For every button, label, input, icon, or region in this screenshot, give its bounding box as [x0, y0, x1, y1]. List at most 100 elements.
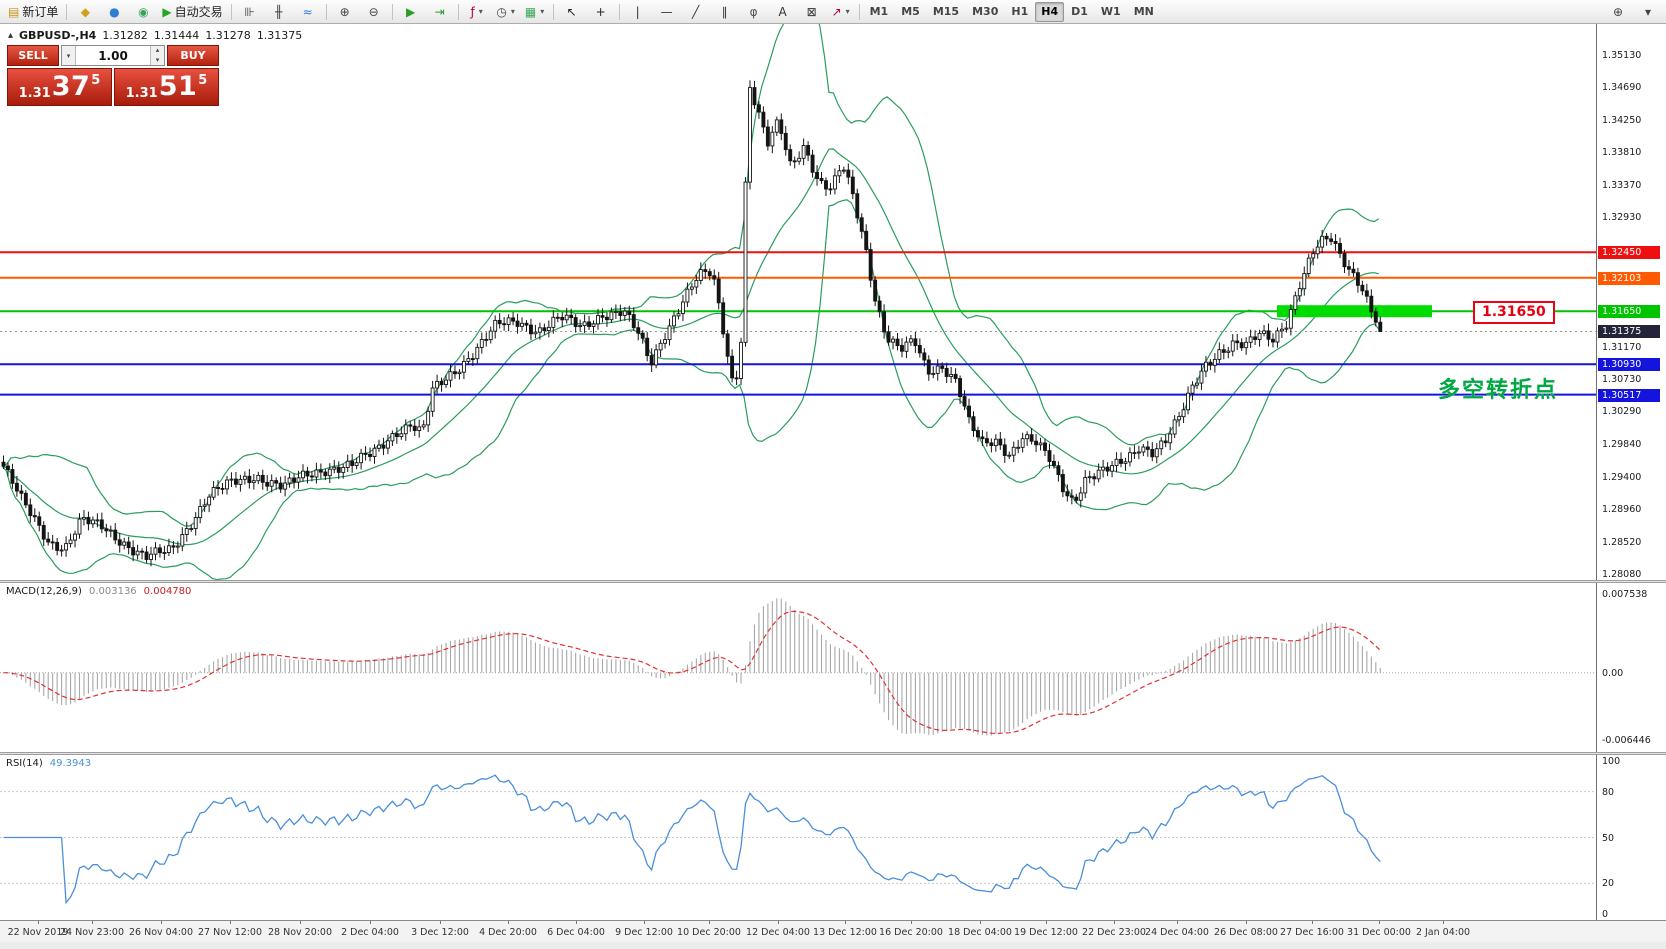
- line-chart-button[interactable]: ≈: [294, 1, 322, 23]
- timeframe-mn-button[interactable]: MN: [1133, 5, 1154, 18]
- buy-price-figure: 1.31: [125, 86, 158, 101]
- price-axis-label: 1.33810: [1602, 147, 1642, 159]
- time-axis-tick: [300, 921, 301, 924]
- timeframe-m5-button[interactable]: M5: [901, 5, 920, 18]
- macd-axis-label: -0.006446: [1602, 735, 1651, 747]
- periods-button[interactable]: ◷ ▾: [492, 1, 520, 23]
- time-axis-tick: [1046, 921, 1047, 924]
- candlestick-chart-button[interactable]: ╫: [265, 1, 293, 23]
- price-axis-label: 1.34250: [1602, 114, 1642, 126]
- volume-spin-up-button[interactable]: ▴: [151, 46, 164, 56]
- metaeditor-button[interactable]: ◆: [71, 1, 99, 23]
- community-button[interactable]: ◉: [129, 1, 157, 23]
- timeframe-d1-button[interactable]: D1: [1071, 5, 1088, 18]
- periods-icon: ◷: [496, 4, 507, 19]
- chart-shift-button[interactable]: ⇥: [426, 1, 454, 23]
- text-button[interactable]: A: [769, 1, 797, 23]
- timeframe-h1-button[interactable]: H1: [1011, 5, 1029, 18]
- price-tag-1.31650: 1.31650: [1598, 305, 1660, 319]
- arrows-button[interactable]: ↗ ▾: [827, 1, 855, 23]
- price-chart-panel[interactable]: ▴ GBPUSD-,H4 1.31282 1.31444 1.31278 1.3…: [0, 24, 1596, 580]
- channel-button[interactable]: ∥: [711, 1, 739, 23]
- autotrading-button[interactable]: ▶ 自动交易: [158, 1, 226, 23]
- timeframe-w1-button[interactable]: W1: [1100, 5, 1121, 18]
- crosshair-button[interactable]: +: [587, 1, 615, 23]
- macd-panel[interactable]: MACD(12,26,9) 0.003136 0.004780: [0, 583, 1596, 752]
- rsi-axis-label: 0: [1602, 909, 1609, 920]
- fibonacci-button[interactable]: φ: [740, 1, 768, 23]
- time-axis-label: 22 Nov 2019: [7, 927, 69, 938]
- timeframe-m30-button[interactable]: M30: [972, 5, 999, 18]
- zoom-out-icon: ⊖: [368, 4, 379, 19]
- toolbar-right-group: ⊕ ▾: [1604, 1, 1662, 23]
- time-axis-tick: [38, 921, 39, 924]
- zoom-search-button[interactable]: ⊕: [1604, 1, 1632, 23]
- time-axis-tick: [845, 921, 846, 924]
- cursor-button[interactable]: ↖: [558, 1, 586, 23]
- text-label-button[interactable]: ⊠: [798, 1, 826, 23]
- templates-icon: ▦: [524, 4, 537, 19]
- arrows-button-dropdown-icon: ▾: [845, 7, 850, 16]
- price-axis[interactable]: 1.35130 1.34690 1.34250 1.33810 1.33370 1.329…: [1596, 24, 1666, 920]
- zoom-in-button[interactable]: ⊕: [331, 1, 359, 23]
- arrows-icon: ↗: [831, 4, 842, 19]
- panel-splitter[interactable]: [0, 580, 1666, 583]
- candles-group: [1, 80, 1383, 567]
- sell-price-button[interactable]: 1.31 37 5: [7, 68, 112, 106]
- horizontal-line-button[interactable]: —: [653, 1, 681, 23]
- metaeditor-icon: ◆: [80, 4, 90, 19]
- panel-splitter[interactable]: [0, 752, 1666, 755]
- timeframe-m1-button[interactable]: M1: [869, 5, 889, 18]
- indicators-button[interactable]: ƒ ▾: [463, 1, 491, 23]
- autotrading-icon: ▶: [162, 4, 172, 19]
- one-click-toggle-icon[interactable]: ▴: [8, 30, 14, 41]
- community-icon: ◉: [138, 4, 149, 19]
- toolbar-separator: [66, 3, 68, 20]
- rsi-axis-label: 100: [1602, 756, 1621, 767]
- price-chart-canvas[interactable]: [0, 24, 1596, 580]
- cursor-icon: ↖: [566, 4, 577, 19]
- time-axis-tick: [508, 921, 509, 924]
- time-axis-label: 19 Dec 12:00: [1014, 927, 1078, 938]
- zoom-out-button[interactable]: ⊖: [360, 1, 388, 23]
- market-button[interactable]: ●: [100, 1, 128, 23]
- timeframe-m15-button[interactable]: M15: [932, 5, 960, 18]
- rsi-panel[interactable]: RSI(14) 49.3943: [0, 755, 1596, 920]
- volume-decrease-button[interactable]: ▾: [62, 46, 76, 65]
- price-level-callout[interactable]: 1.31650: [1473, 301, 1555, 325]
- time-axis-tick: [370, 921, 371, 924]
- new-order-button[interactable]: ▤ 新订单: [4, 1, 62, 23]
- vertical-line-icon: |: [635, 4, 640, 19]
- toolbar-overflow-button[interactable]: ▾: [1634, 1, 1662, 23]
- time-axis-label: 26 Dec 08:00: [1214, 927, 1278, 938]
- timeframe-h4-button[interactable]: H4: [1035, 1, 1065, 22]
- toolbar-separator: [618, 3, 620, 20]
- vertical-line-button[interactable]: |: [624, 1, 652, 23]
- price-axis-label: 1.30290: [1602, 406, 1642, 418]
- green-zone-rectangle[interactable]: [1277, 305, 1432, 318]
- time-axis-tick: [1114, 921, 1115, 924]
- time-axis-label: 3 Dec 12:00: [411, 927, 469, 938]
- bar-chart-button[interactable]: ⊪: [236, 1, 264, 23]
- time-axis[interactable]: 22 Nov 2019 24 Nov 23:00 26 Nov 04:00 27 No…: [0, 920, 1666, 942]
- buy-button[interactable]: BUY: [167, 45, 219, 66]
- volume-field[interactable]: ▾ 1.00 ▴ ▾: [61, 45, 165, 66]
- price-axis-label: 1.33370: [1602, 179, 1642, 191]
- buy-price-pips: 51: [158, 71, 198, 102]
- auto-scroll-button[interactable]: ▶: [397, 1, 425, 23]
- buy-price-button[interactable]: 1.31 51 5: [114, 68, 219, 106]
- templates-button-dropdown-icon: ▾: [540, 7, 545, 16]
- time-axis-label: 27 Nov 12:00: [197, 927, 263, 938]
- time-axis-tick: [709, 921, 710, 924]
- fibonacci-icon: φ: [749, 4, 758, 19]
- volume-spin-down-button[interactable]: ▾: [151, 55, 164, 65]
- sell-button[interactable]: SELL: [7, 45, 59, 66]
- trendline-button[interactable]: ╱: [682, 1, 710, 23]
- zoom-search-icon: ⊕: [1612, 4, 1624, 19]
- time-axis-tick: [778, 921, 779, 924]
- rsi-axis-label: 50: [1602, 832, 1615, 844]
- templates-button[interactable]: ▦ ▾: [521, 1, 549, 23]
- line-chart-icon: ≈: [302, 4, 313, 19]
- price-axis-label: 1.29840: [1602, 439, 1642, 451]
- toolbar-separator: [230, 3, 232, 20]
